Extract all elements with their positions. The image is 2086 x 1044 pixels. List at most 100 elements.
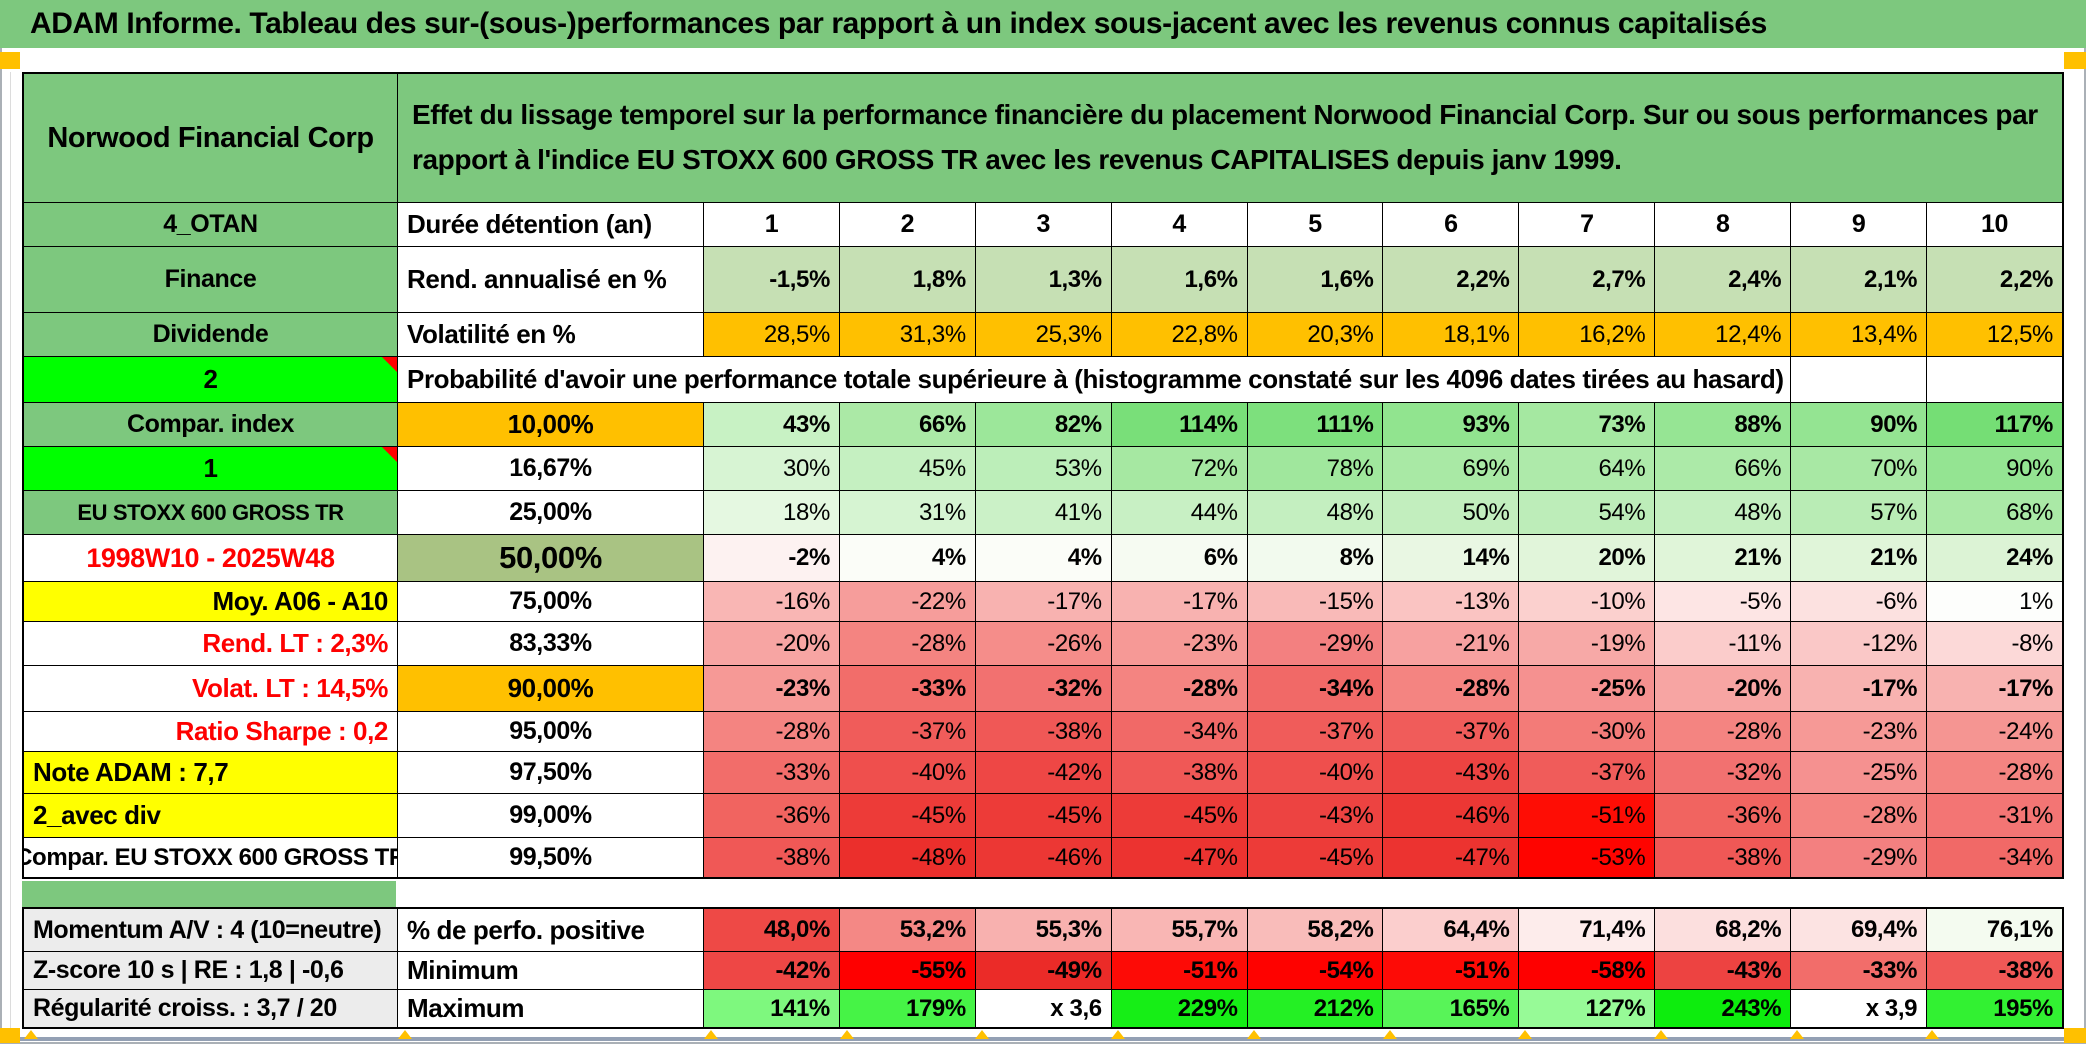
data-cell-p975-y7: -37% bbox=[1519, 752, 1655, 793]
data-cell-p99-y1: -36% bbox=[704, 794, 839, 837]
data-cell-perfo-positive-y7: 71,4% bbox=[1519, 909, 1655, 951]
column-header-5: 5 bbox=[1247, 203, 1383, 246]
data-cell-p10-y2: 66% bbox=[839, 403, 975, 446]
data-cell-p995-y1: -38% bbox=[704, 838, 839, 877]
column-header-2: 2 bbox=[839, 203, 975, 246]
data-cell-p10-y1: 43% bbox=[704, 403, 839, 446]
data-cell-p83-y8: -11% bbox=[1655, 622, 1791, 665]
table-description-cell: Effet du lissage temporel sur la perform… bbox=[398, 74, 2062, 202]
row-label-p10: Compar. index bbox=[24, 403, 397, 446]
data-cell-minimum-y9: -33% bbox=[1791, 952, 1927, 989]
row-label-p99: 2_avec div bbox=[24, 794, 397, 837]
data-cell-p10-y5: 111% bbox=[1247, 403, 1383, 446]
data-cell-p90-y10: -17% bbox=[1927, 666, 2062, 711]
row-label-p75: Moy. A06 - A10 bbox=[24, 582, 397, 621]
data-cell-p75-y6: -13% bbox=[1383, 582, 1519, 621]
data-cell-p95-y2: -37% bbox=[839, 712, 975, 751]
threshold-cell-volatilite: Volatilité en % bbox=[398, 313, 703, 356]
data-cell-p75-y9: -6% bbox=[1791, 582, 1927, 621]
data-cell-p99-y8: -36% bbox=[1655, 794, 1791, 837]
data-cell-volatilite-y9: 13,4% bbox=[1791, 313, 1927, 356]
data-cell-p25-y1: 18% bbox=[704, 491, 839, 534]
column-header-8: 8 bbox=[1655, 203, 1791, 246]
green-spacer-cell bbox=[22, 881, 396, 907]
data-cell-maximum-y6: 165% bbox=[1383, 990, 1519, 1027]
data-cell-p25-y8: 48% bbox=[1655, 491, 1791, 534]
row-label-p90: Volat. LT : 14,5% bbox=[24, 666, 397, 711]
data-cell-p90-y1: -23% bbox=[704, 666, 839, 711]
data-cell-p99-y2: -45% bbox=[839, 794, 975, 837]
data-cell-p83-y2: -28% bbox=[839, 622, 975, 665]
column-header-1: 1 bbox=[704, 203, 839, 246]
orange-tick-icon bbox=[1111, 1030, 1125, 1039]
data-cell-perfo-positive-y2: 53,2% bbox=[839, 909, 975, 951]
data-cell-rend-annualise-y2: 1,8% bbox=[839, 247, 975, 312]
gridline-divider bbox=[10, 72, 11, 1028]
data-cell-p95-y8: -28% bbox=[1655, 712, 1791, 751]
data-cell-p99-y9: -28% bbox=[1791, 794, 1927, 837]
data-cell-p75-y4: -17% bbox=[1111, 582, 1247, 621]
data-cell-minimum-y6: -51% bbox=[1383, 952, 1519, 989]
data-cell-p16-y3: 53% bbox=[975, 447, 1111, 490]
summary-table: Momentum A/V : 4 (10=neutre)% de perfo. … bbox=[22, 907, 2064, 1029]
corner-label-b: Durée détention (an) bbox=[398, 203, 703, 246]
data-cell-p10-y6: 93% bbox=[1383, 403, 1519, 446]
column-header-7: 7 bbox=[1519, 203, 1655, 246]
threshold-cell-perfo-positive: % de perfo. positive bbox=[398, 909, 703, 951]
data-cell-p50-y4: 6% bbox=[1111, 535, 1247, 581]
data-cell-p975-y6: -43% bbox=[1383, 752, 1519, 793]
data-cell-p16-y7: 64% bbox=[1519, 447, 1655, 490]
data-cell-p16-y6: 69% bbox=[1383, 447, 1519, 490]
report-title-bar: ADAM Informe. Tableau des sur-(sous-)per… bbox=[0, 0, 2086, 48]
threshold-cell-p975: 97,50% bbox=[398, 752, 703, 793]
data-cell-p99-y6: -46% bbox=[1383, 794, 1519, 837]
data-cell-perfo-positive-y4: 55,7% bbox=[1111, 909, 1247, 951]
data-cell-perfo-positive-y1: 48,0% bbox=[704, 909, 839, 951]
data-cell-minimum-y10: -38% bbox=[1927, 952, 2062, 989]
data-cell-p25-y10: 68% bbox=[1927, 491, 2062, 534]
data-cell-minimum-y2: -55% bbox=[839, 952, 975, 989]
row-label-p975: Note ADAM : 7,7 bbox=[24, 752, 397, 793]
data-cell-rend-annualise-y5: 1,6% bbox=[1247, 247, 1383, 312]
data-cell-p83-y5: -29% bbox=[1247, 622, 1383, 665]
data-cell-p975-y2: -40% bbox=[839, 752, 975, 793]
data-cell-p90-y2: -33% bbox=[839, 666, 975, 711]
row-label-rend-annualise: Finance bbox=[24, 247, 397, 312]
data-cell-volatilite-y8: 12,4% bbox=[1655, 313, 1791, 356]
orange-tick-icon bbox=[1654, 1030, 1668, 1039]
data-cell-p83-y1: -20% bbox=[704, 622, 839, 665]
data-cell-maximum-y2: 179% bbox=[839, 990, 975, 1027]
data-cell-p50-y7: 20% bbox=[1519, 535, 1655, 581]
data-cell-p83-y7: -19% bbox=[1519, 622, 1655, 665]
data-cell-p995-y7: -53% bbox=[1519, 838, 1655, 877]
orange-tick-icon bbox=[1925, 1030, 1939, 1039]
orange-tick-icon bbox=[1518, 1030, 1532, 1039]
data-cell-rend-annualise-y6: 2,2% bbox=[1383, 247, 1519, 312]
data-cell-minimum-y4: -51% bbox=[1111, 952, 1247, 989]
data-cell-p25-y9: 57% bbox=[1791, 491, 1927, 534]
data-cell-maximum-y4: 229% bbox=[1111, 990, 1247, 1027]
data-cell-maximum-y7: 127% bbox=[1519, 990, 1655, 1027]
row-label-p16: 1 bbox=[24, 447, 397, 490]
data-cell-rend-annualise-y9: 2,1% bbox=[1791, 247, 1927, 312]
data-cell-p90-y4: -28% bbox=[1111, 666, 1247, 711]
threshold-cell-p25: 25,00% bbox=[398, 491, 703, 534]
data-cell-p995-y9: -29% bbox=[1791, 838, 1927, 877]
column-header-6: 6 bbox=[1383, 203, 1519, 246]
data-cell-p50-y8: 21% bbox=[1655, 535, 1791, 581]
data-cell-p16-y8: 66% bbox=[1655, 447, 1791, 490]
empty-cell bbox=[1791, 357, 1927, 402]
data-cell-perfo-positive-y6: 64,4% bbox=[1383, 909, 1519, 951]
data-cell-p16-y5: 78% bbox=[1247, 447, 1383, 490]
data-cell-p10-y9: 90% bbox=[1791, 403, 1927, 446]
row-label-p995: Compar. EU STOXX 600 GROSS TR bbox=[24, 838, 397, 877]
data-cell-rend-annualise-y1: -1,5% bbox=[704, 247, 839, 312]
data-cell-p90-y6: -28% bbox=[1383, 666, 1519, 711]
threshold-cell-p10: 10,00% bbox=[398, 403, 703, 446]
threshold-cell-p995: 99,50% bbox=[398, 838, 703, 877]
data-cell-p95-y4: -34% bbox=[1111, 712, 1247, 751]
data-cell-p99-y4: -45% bbox=[1111, 794, 1247, 837]
data-cell-minimum-y5: -54% bbox=[1247, 952, 1383, 989]
orange-corner-marker-icon bbox=[0, 52, 20, 69]
